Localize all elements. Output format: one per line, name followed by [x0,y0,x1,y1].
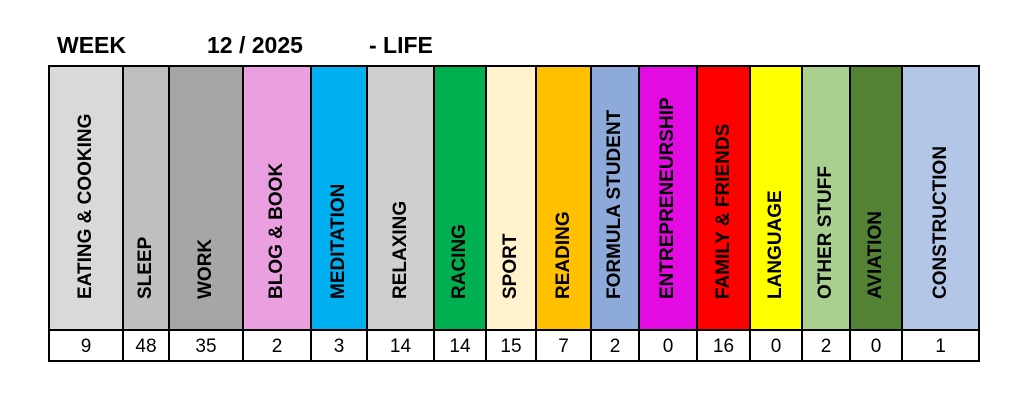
category-label: SLEEP [135,236,156,299]
category-formula-student: FORMULA STUDENT [592,67,640,329]
category-language: LANGUAGE [751,67,803,329]
category-racing: RACING [435,67,487,329]
hours-reading: 7 [537,329,592,362]
category-label: LANGUAGE [765,190,786,299]
category-work: WORK [170,67,244,329]
hours-sport: 15 [487,329,537,362]
hours-language: 0 [751,329,803,362]
hours-sleep: 48 [124,329,170,362]
category-label: ENTREPRENEURSHIP [657,97,678,299]
hours-entrepreneurship: 0 [640,329,698,362]
category-label: FAMILY & FRIENDS [712,123,734,299]
category-label: WORK [195,238,216,299]
category-label: EATING & COOKING [75,113,96,299]
category-eating-and-cooking: EATING & COOKING [50,67,124,329]
hours-family-and-friends: 16 [698,329,751,362]
week-label: WEEK [57,32,126,58]
category-family-and-friends: FAMILY & FRIENDS [698,67,751,329]
category-label: OTHER STUFF [815,166,836,299]
category-label: BLOG & BOOK [266,162,287,299]
category-aviation: AVIATION [851,67,903,329]
hours-eating-and-cooking: 9 [50,329,124,362]
title-suffix: - LIFE [369,32,433,58]
category-label: FORMULA STUDENT [604,109,625,299]
hours-racing: 14 [435,329,487,362]
hours-other-stuff: 2 [803,329,851,362]
category-construction: CONSTRUCTION [903,67,978,329]
category-sleep: SLEEP [124,67,170,329]
hours-relaxing: 14 [368,329,435,362]
hours-meditation: 3 [312,329,368,362]
hours-aviation: 0 [851,329,903,362]
hours-formula-student: 2 [592,329,640,362]
hours-blog-and-book: 2 [244,329,312,362]
category-label: SPORT [500,233,521,299]
category-other-stuff: OTHER STUFF [803,67,851,329]
hours-construction: 1 [903,329,978,362]
category-relaxing: RELAXING [368,67,435,329]
hours-work: 35 [170,329,244,362]
category-label: AVIATION [865,211,886,299]
category-meditation: MEDITATION [312,67,368,329]
category-blog-and-book: BLOG & BOOK [244,67,312,329]
week-number: 12 / 2025 [207,32,303,58]
category-label: RELAXING [389,200,411,299]
category-label: CONSTRUCTION [929,145,951,299]
category-entrepreneurship: ENTREPRENEURSHIP [640,67,698,329]
category-label: READING [552,211,574,299]
category-label: MEDITATION [328,183,349,299]
category-label: RACING [449,224,470,299]
category-reading: READING [537,67,592,329]
category-sport: SPORT [487,67,537,329]
activity-table: EATING & COOKING 9 SLEEP 48 WORK 35 BLOG & BOO… [48,65,980,362]
